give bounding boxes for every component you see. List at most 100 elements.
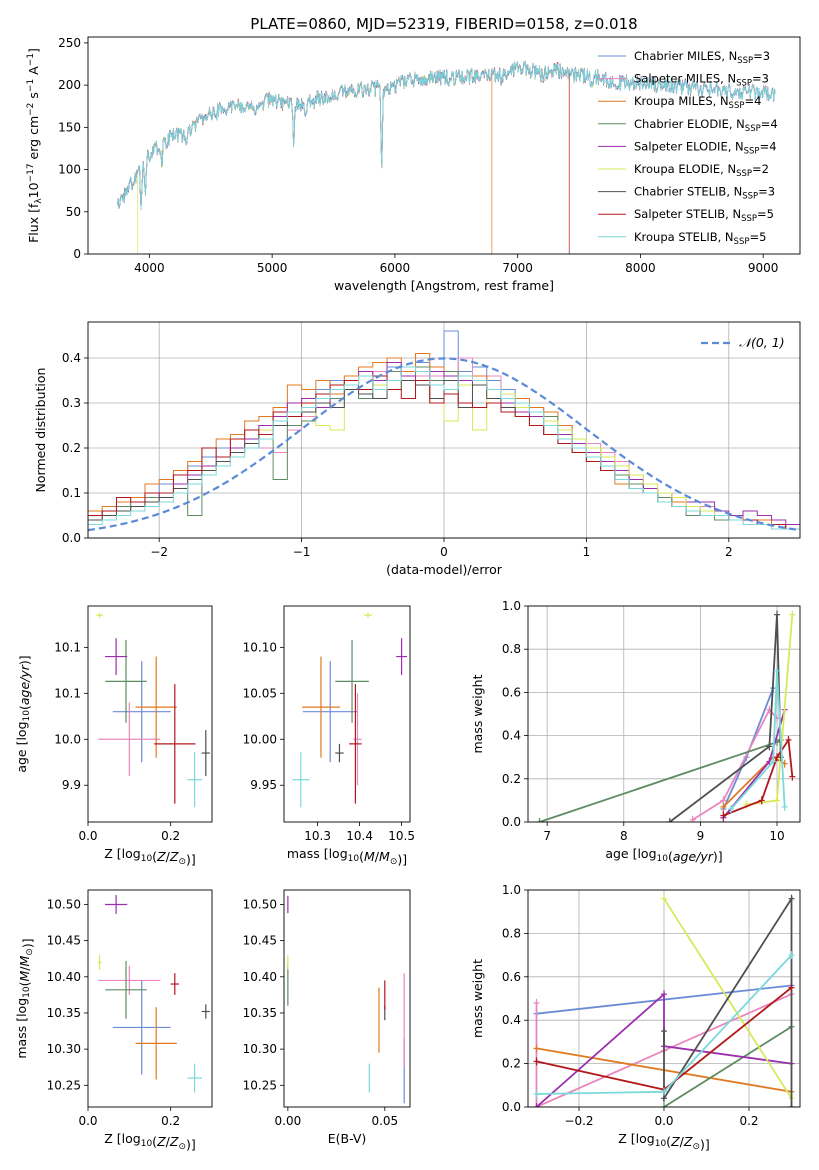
y-tick-label: 10.25 bbox=[243, 1078, 277, 1092]
legend-tail: =4 bbox=[760, 139, 777, 153]
y-axis-label-main: age [log bbox=[14, 721, 29, 772]
y-tick-label: 0.0 bbox=[502, 815, 521, 829]
legend-name: Salpeter MILES, N bbox=[634, 72, 736, 86]
weight-line-4 bbox=[535, 992, 792, 1107]
x-tick-label: −2 bbox=[150, 545, 168, 559]
legend-entry-8: Kroupa STELIB, NSSP=5 bbox=[634, 230, 766, 247]
y-tick-label: 10.40 bbox=[47, 970, 81, 984]
x-tick-label: 0 bbox=[440, 545, 448, 559]
legend-sub: SSP bbox=[736, 169, 752, 179]
y-tick-label: 200 bbox=[58, 78, 81, 92]
label-subscript: 10 bbox=[22, 710, 32, 722]
y-tick-label: 0.6 bbox=[502, 685, 521, 699]
label-part: / bbox=[166, 1134, 171, 1149]
x-tick-label: 7 bbox=[543, 829, 551, 843]
x-axis-label-main: age [log bbox=[605, 846, 656, 861]
label-part: )] bbox=[17, 655, 32, 665]
y-tick-label: 0.0 bbox=[502, 1100, 521, 1114]
y-tick-label: 0.4 bbox=[502, 1013, 521, 1027]
legend-name: Kroupa STELIB, N bbox=[634, 230, 734, 244]
x-tick-label: 7000 bbox=[502, 261, 533, 275]
legend-entry-7: Salpeter STELIB, NSSP=5 bbox=[634, 207, 774, 224]
x-axis-label: mass [log10(M/M⊙)] bbox=[287, 846, 407, 867]
y-tick-label: 0.1 bbox=[62, 486, 81, 500]
label-subscript: 10 bbox=[22, 986, 32, 998]
axes-frame bbox=[87, 605, 213, 823]
y-tick-label: 9.95 bbox=[250, 778, 277, 792]
label-part: erg cm bbox=[26, 116, 41, 164]
x-tick-label: 0.2 bbox=[161, 829, 180, 843]
x-axis-label-main: wavelength [Angstrom, rest frame] bbox=[334, 278, 554, 293]
label-subscript: 10 bbox=[141, 854, 153, 864]
panel-mass-weight-vs-Z: −0.2 0.0 0.20.00.20.40.60.81.0Z [log10(Z/Z… bbox=[470, 883, 801, 1152]
legend-sub: SSP bbox=[734, 237, 750, 247]
y-tick-label: 250 bbox=[58, 36, 81, 50]
y-tick-label: 10.05 bbox=[243, 686, 277, 700]
axes-frame bbox=[283, 605, 411, 823]
y-tick-label: 100 bbox=[58, 163, 81, 177]
label-part: )] bbox=[186, 1137, 196, 1152]
legend-sub: SSP bbox=[741, 214, 757, 224]
label-part: )] bbox=[397, 852, 407, 867]
plot-area bbox=[536, 610, 796, 822]
x-tick-label: −0.2 bbox=[564, 1114, 593, 1128]
label-subscript: 10 bbox=[348, 854, 360, 864]
panel-age-vs-Z: 0.0 0.29.910.010.110.1Z [log10(Z/Z⊙)]age … bbox=[14, 605, 213, 867]
y-tick-label: 0.3 bbox=[62, 396, 81, 410]
y-tick-label: 0 bbox=[73, 247, 81, 261]
legend-entry-5: Kroupa ELODIE, NSSP=2 bbox=[634, 162, 769, 179]
legend-name: Chabrier MILES, N bbox=[634, 49, 737, 63]
y-tick-label: 10.50 bbox=[47, 897, 81, 911]
legend-name: Kroupa MILES, N bbox=[634, 94, 729, 108]
x-tick-label: 9 bbox=[697, 829, 705, 843]
spectrum-line-8 bbox=[117, 61, 776, 210]
plot-area bbox=[292, 612, 408, 808]
x-tick-label: 10.5 bbox=[388, 829, 415, 843]
weight-line-3 bbox=[663, 1025, 792, 1107]
label-subscript: ⊙ bbox=[178, 857, 186, 867]
x-axis-label: Z [log10(Z/Z⊙)] bbox=[104, 846, 196, 867]
label-part: / bbox=[375, 849, 380, 864]
label-superscript: −17 bbox=[26, 163, 36, 182]
legend-tail: =2 bbox=[752, 162, 769, 176]
legend-tail: =4 bbox=[761, 117, 778, 131]
label-part: ( bbox=[152, 1134, 157, 1149]
legend-tail: =5 bbox=[757, 207, 774, 221]
label-part: ( bbox=[666, 1134, 671, 1149]
label-part: Z bbox=[683, 1134, 693, 1149]
label-subscript: λ bbox=[34, 198, 44, 204]
normal-reference-curve bbox=[88, 357, 800, 532]
y-tick-label: 10.40 bbox=[243, 970, 277, 984]
legend-entry-4: Salpeter ELODIE, NSSP=4 bbox=[634, 139, 777, 156]
y-axis-label: Normed distribution bbox=[33, 368, 48, 493]
y-tick-label: 10.30 bbox=[243, 1042, 277, 1056]
plot-area bbox=[97, 895, 210, 1093]
y-axis-label-main: mass weight bbox=[470, 674, 485, 753]
label-part: Z bbox=[169, 849, 179, 864]
x-tick-label: 1 bbox=[583, 545, 591, 559]
legend-entry-normal: 𝒩(0, 1) bbox=[739, 335, 785, 350]
y-axis-label-main: mass [log bbox=[14, 998, 29, 1059]
plot-area bbox=[88, 330, 800, 532]
x-tick-label: 8000 bbox=[625, 261, 656, 275]
label-superscript: −1 bbox=[26, 79, 36, 92]
label-part: ( bbox=[152, 849, 157, 864]
label-part: ] bbox=[26, 48, 41, 53]
plot-area bbox=[287, 895, 405, 1104]
chart-panels: 4000 5000 6000 7000 8000 9000050100150200250C… bbox=[14, 36, 801, 1152]
weight-line-6 bbox=[669, 614, 782, 822]
x-axis-label-main: Z [log bbox=[104, 1131, 140, 1146]
x-axis-label: Z [log10(Z/Z⊙)] bbox=[618, 1131, 710, 1152]
label-part: age/yr bbox=[17, 664, 32, 705]
x-tick-label: 0.0 bbox=[78, 829, 97, 843]
x-axis-label: age [log10(age/yr)] bbox=[605, 846, 722, 864]
axes-frame bbox=[527, 889, 801, 1108]
label-subscript: 10 bbox=[657, 854, 669, 864]
label-part: )] bbox=[713, 849, 723, 864]
axes-frame bbox=[527, 605, 801, 823]
x-axis-label: E(B-V) bbox=[328, 1131, 367, 1146]
x-tick-label: 10.3 bbox=[304, 829, 331, 843]
legend-name: Chabrier STELIB, N bbox=[634, 185, 742, 199]
x-tick-label: 0.2 bbox=[739, 1114, 758, 1128]
